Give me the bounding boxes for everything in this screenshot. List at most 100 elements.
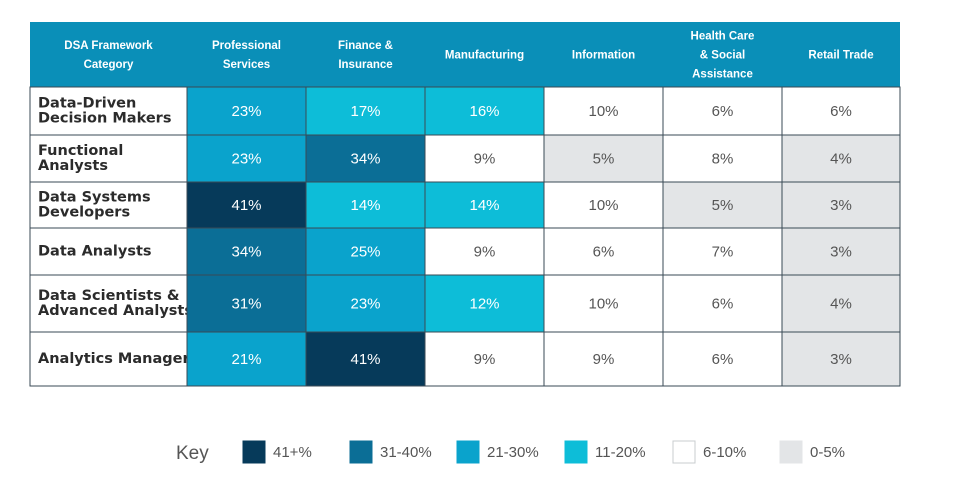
cell-value-label: 3%	[830, 351, 852, 368]
column-header-retail_trade: Retail Trade	[808, 50, 873, 62]
row-label-cell	[29, 86, 188, 136]
key-label: 21-30%	[487, 444, 539, 461]
column-header-finance_insurance-line: Insurance	[338, 59, 392, 71]
cell-value-label: 34%	[231, 244, 261, 261]
heatmap-cell	[424, 227, 545, 276]
column-header-health_care: Health Care & Social Assistance	[691, 31, 755, 81]
heatmap-cell	[424, 134, 545, 183]
heatmap-cell	[305, 134, 426, 183]
heatmap-cell	[305, 181, 426, 229]
column-header-health_care-line: Health Care	[691, 31, 755, 43]
key-label: 0-5%	[810, 444, 845, 461]
heatmap-cell	[186, 331, 307, 387]
column-header-health_care-line: & Social	[700, 50, 745, 62]
cell-value-label: 5%	[712, 197, 734, 214]
row-label: Analytics Managers	[38, 351, 198, 367]
cell-value-label: 10%	[588, 296, 618, 313]
heatmap-cell	[662, 331, 783, 387]
row-label: Data Analysts	[38, 244, 152, 260]
cell-value-label: 3%	[830, 197, 852, 214]
cell-value-label: 6%	[593, 244, 615, 261]
cell-value-label: 12%	[469, 296, 499, 313]
heatmap-cell	[781, 181, 901, 229]
heatmap-cell	[543, 227, 664, 276]
key-label: 31-40%	[380, 444, 432, 461]
column-header-professional_services-line: Services	[223, 59, 270, 71]
cell-value-label: 4%	[830, 296, 852, 313]
cell-value-label: 7%	[712, 244, 734, 261]
heatmap-cell	[424, 331, 545, 387]
cell-value-label: 10%	[588, 197, 618, 214]
row-label-line: Analytics Managers	[38, 351, 198, 367]
key-label: 41+%	[273, 444, 312, 461]
cell-value-label: 17%	[350, 103, 380, 120]
header-band	[30, 22, 900, 87]
table-border	[29, 86, 901, 387]
row-label-cell	[29, 134, 188, 183]
key-swatch	[242, 440, 266, 464]
row-label-line: Decision Makers	[38, 111, 171, 127]
row-label: Data Scientists & Advanced Analysts	[38, 288, 193, 319]
cell-value-label: 41%	[350, 351, 380, 368]
cell-value-label: 6%	[830, 103, 852, 120]
row-label-line: Data Analysts	[38, 244, 152, 260]
heatmap-cell	[662, 274, 783, 333]
heatmap-cell	[781, 134, 901, 183]
row-label-line: Data Scientists &	[38, 288, 180, 304]
row-label-line: Developers	[38, 205, 130, 221]
heatmap-cell	[186, 274, 307, 333]
row-label-line: Data-Driven	[38, 96, 136, 112]
cell-value-label: 41%	[231, 197, 261, 214]
heatmap-cell	[305, 227, 426, 276]
row-label: Data Systems Developers	[38, 190, 151, 221]
corner-header-line: Category	[84, 59, 134, 71]
column-header-finance_insurance: Finance & Insurance	[338, 40, 393, 71]
key-label: 6-10%	[703, 444, 746, 461]
column-header-information: Information	[572, 50, 635, 62]
row-label-line: Data Systems	[38, 190, 151, 206]
key-swatch	[672, 440, 696, 464]
row-label: Data-Driven Decision Makers	[38, 96, 171, 127]
cell-value-label: 25%	[350, 244, 380, 261]
column-header-professional_services-line: Professional	[212, 40, 281, 52]
cell-value-label: 6%	[712, 103, 734, 120]
heatmap-cell	[662, 227, 783, 276]
heatmap-cell	[424, 181, 545, 229]
cell-value-label: 14%	[350, 197, 380, 214]
heatmap-cell	[186, 134, 307, 183]
heatmap-cell	[662, 86, 783, 136]
heatmap-cell	[543, 331, 664, 387]
column-header-professional_services: Professional Services	[212, 40, 281, 71]
heatmap-cell	[781, 274, 901, 333]
cell-value-label: 23%	[231, 103, 261, 120]
cell-value-label: 23%	[350, 296, 380, 313]
cell-value-label: 6%	[712, 351, 734, 368]
cell-value-label: 4%	[830, 151, 852, 168]
corner-header-line: DSA Framework	[64, 40, 153, 52]
row-label: Functional Analysts	[38, 143, 123, 174]
heatmap-cell	[543, 134, 664, 183]
column-header-information-line: Information	[572, 50, 635, 62]
heatmap-cell	[662, 134, 783, 183]
key-title: Key	[176, 443, 209, 464]
cell-value-label: 9%	[474, 351, 496, 368]
row-label-line: Functional	[38, 143, 123, 159]
cell-value-label: 21%	[231, 351, 261, 368]
cell-value-label: 10%	[588, 103, 618, 120]
heatmap-cell	[186, 181, 307, 229]
key-swatch	[349, 440, 373, 464]
column-header-health_care-line: Assistance	[692, 69, 753, 81]
cell-value-label: 5%	[593, 151, 615, 168]
corner-header: DSA Framework Category	[64, 40, 153, 71]
key-swatch	[779, 440, 803, 464]
cell-value-label: 3%	[830, 244, 852, 261]
cell-value-label: 9%	[474, 151, 496, 168]
key-label: 11-20%	[595, 444, 646, 461]
cell-value-label: 8%	[712, 151, 734, 168]
key-swatch	[456, 440, 480, 464]
column-header-finance_insurance-line: Finance &	[338, 40, 393, 52]
row-label-line: Analysts	[38, 158, 108, 174]
cell-value-label: 9%	[474, 244, 496, 261]
cell-value-label: 31%	[231, 296, 261, 313]
